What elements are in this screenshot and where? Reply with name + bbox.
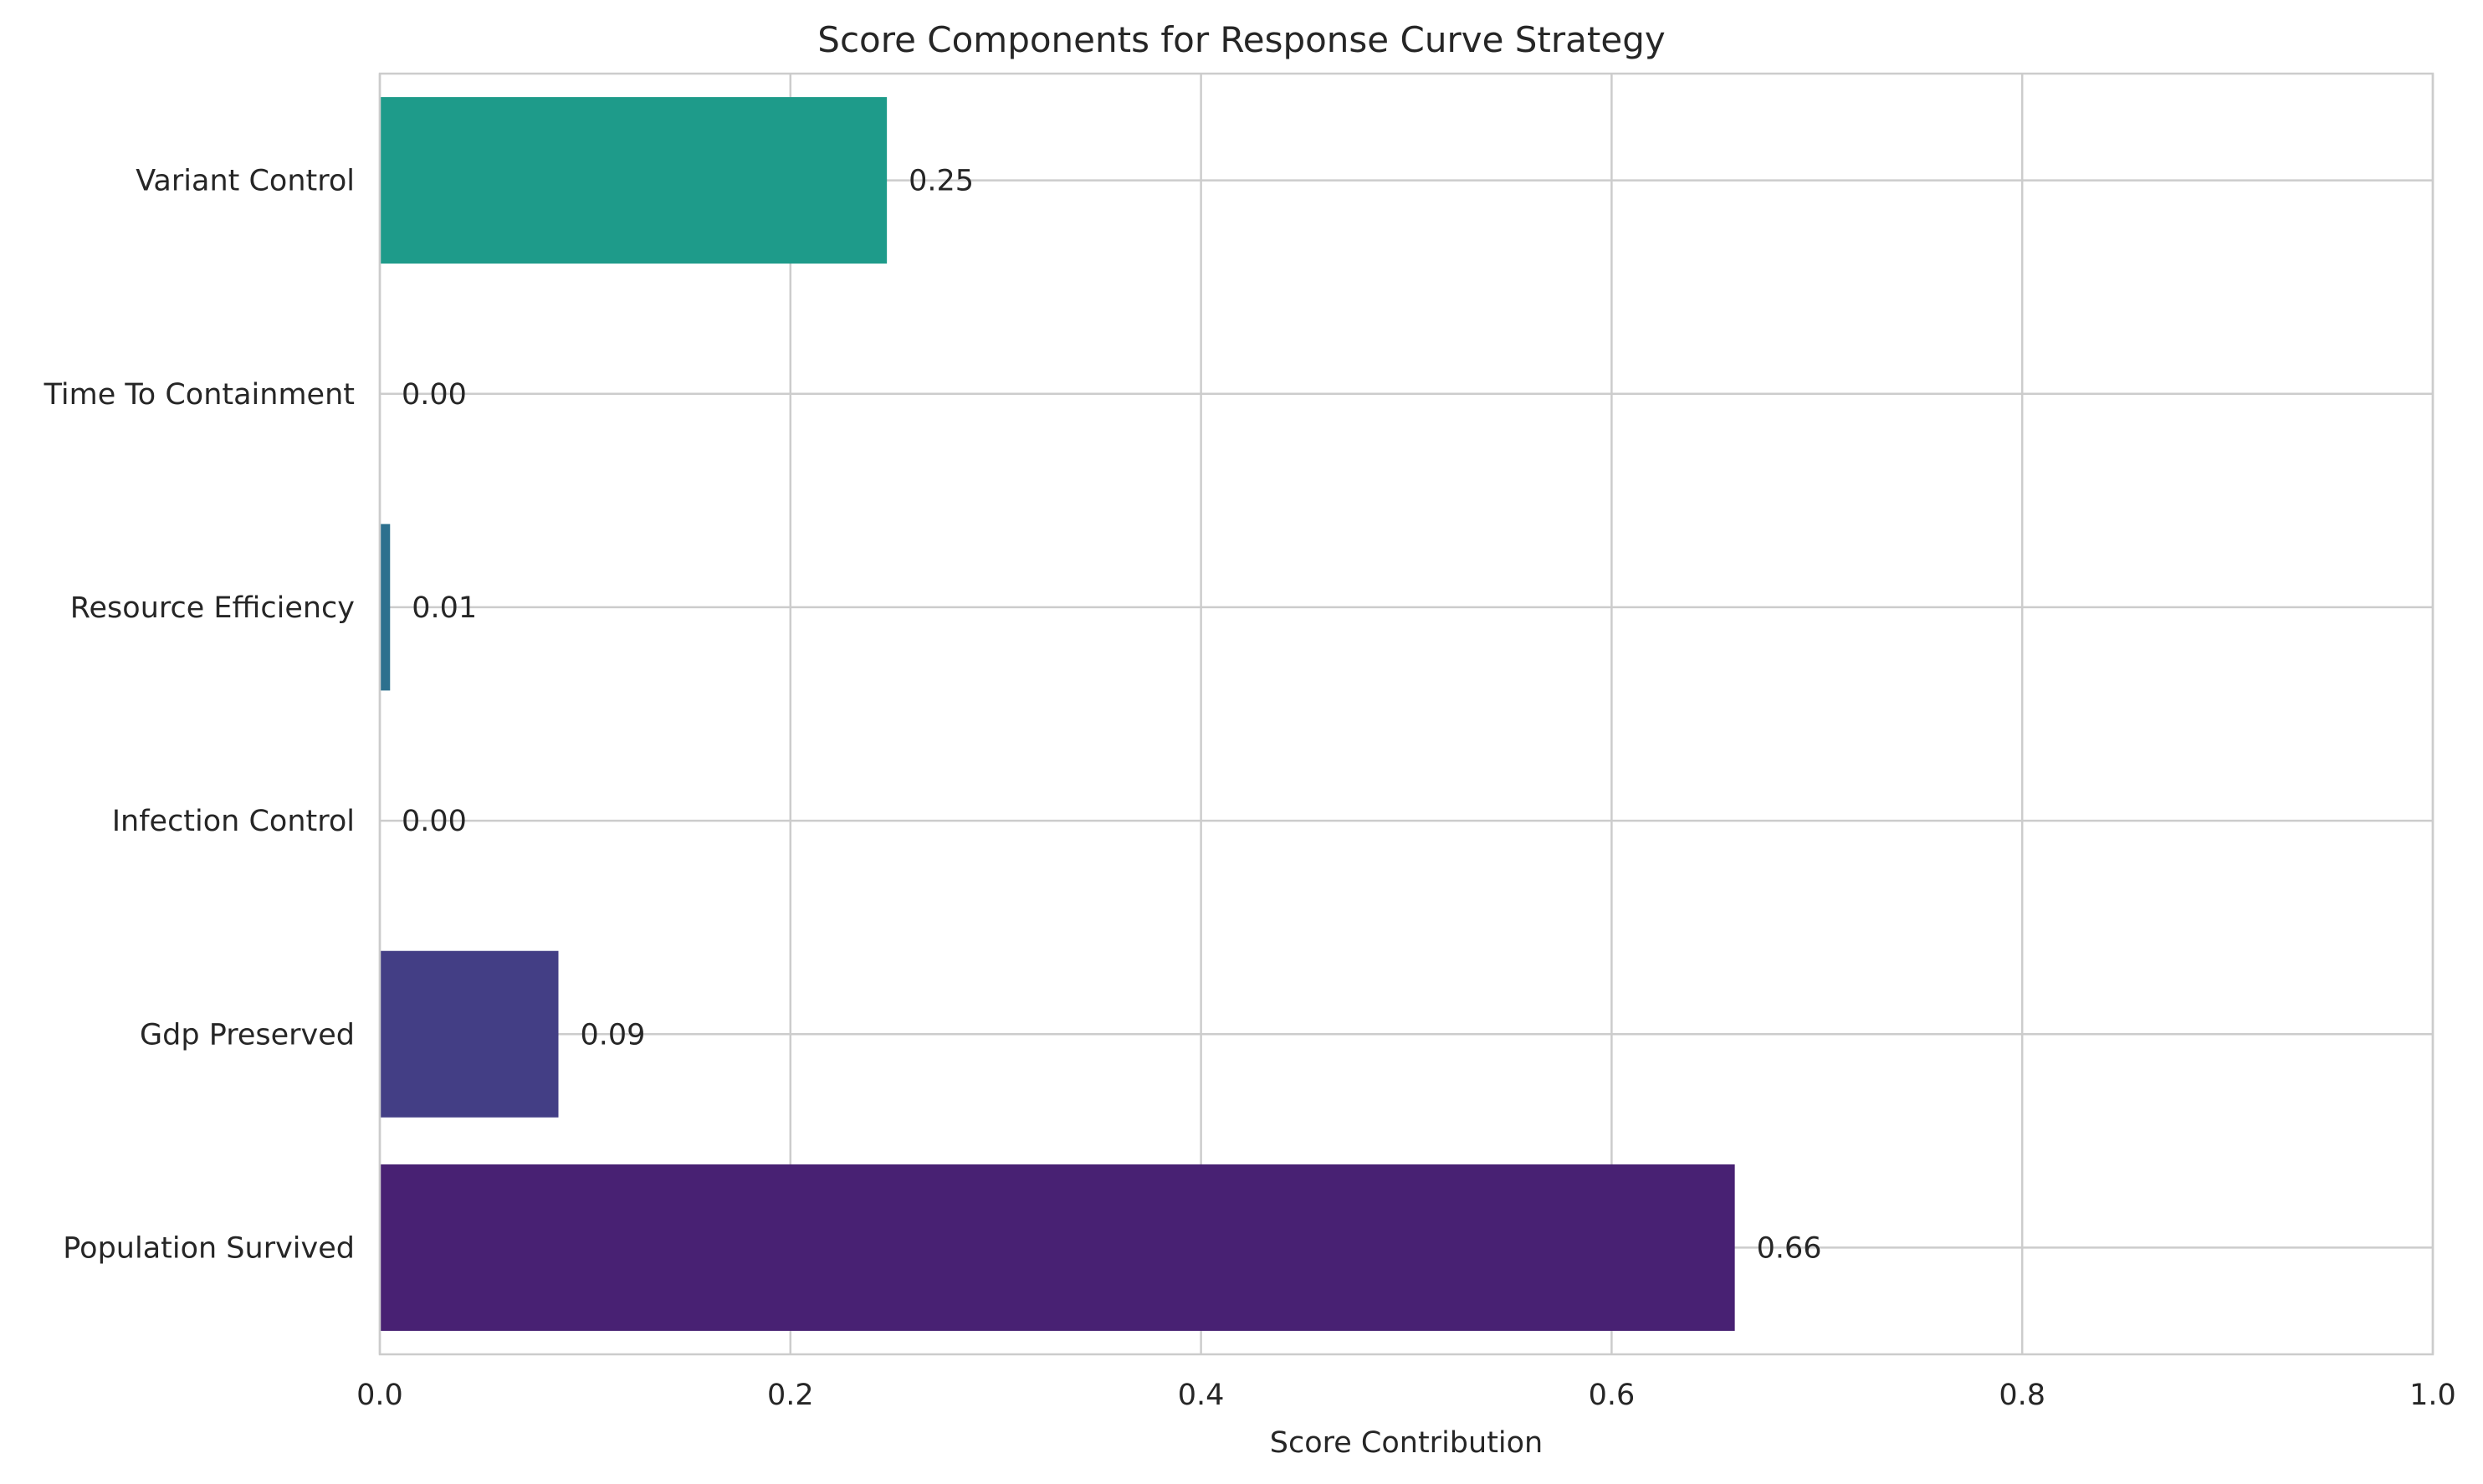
plot-frame bbox=[378, 72, 2434, 1356]
data-label: 0.66 bbox=[1757, 1231, 1822, 1265]
bars bbox=[380, 97, 1735, 1331]
labels: 0.0 0.2 0.4 0.6 0.8 1.0 Population Survived 0.6… bbox=[44, 165, 2456, 1412]
grid-lines bbox=[378, 74, 2434, 1354]
data-label: 0.00 bbox=[402, 378, 467, 412]
y-tick-label: Gdp Preserved bbox=[140, 1018, 355, 1052]
y-tick-label: Population Survived bbox=[63, 1231, 355, 1265]
x-tick-label: 0.2 bbox=[767, 1379, 814, 1412]
data-label: 0.25 bbox=[909, 165, 974, 198]
data-label: 0.01 bbox=[412, 591, 477, 625]
data-label: 0.09 bbox=[580, 1018, 645, 1052]
bar bbox=[380, 97, 888, 264]
x-tick-label: 0.4 bbox=[1178, 1379, 1225, 1412]
x-tick-label: 1.0 bbox=[2409, 1379, 2456, 1412]
y-tick-label: Variant Control bbox=[136, 165, 355, 198]
bar bbox=[380, 950, 559, 1118]
data-label: 0.00 bbox=[402, 805, 467, 838]
chart-title: Score Components for Response Curve Stra… bbox=[817, 19, 1665, 60]
plot-border bbox=[378, 72, 2434, 1356]
x-tick-label: 0.0 bbox=[356, 1379, 403, 1412]
x-tick-label: 0.8 bbox=[1999, 1379, 2045, 1412]
y-tick-label: Time To Containment bbox=[44, 378, 355, 412]
y-tick-label: Resource Efficiency bbox=[70, 591, 355, 625]
bar bbox=[380, 524, 391, 691]
x-axis-label: Score Contribution bbox=[1270, 1426, 1543, 1460]
bar bbox=[380, 1164, 1735, 1331]
x-tick-label: 0.6 bbox=[1589, 1379, 1636, 1412]
y-tick-label: Infection Control bbox=[112, 805, 355, 838]
